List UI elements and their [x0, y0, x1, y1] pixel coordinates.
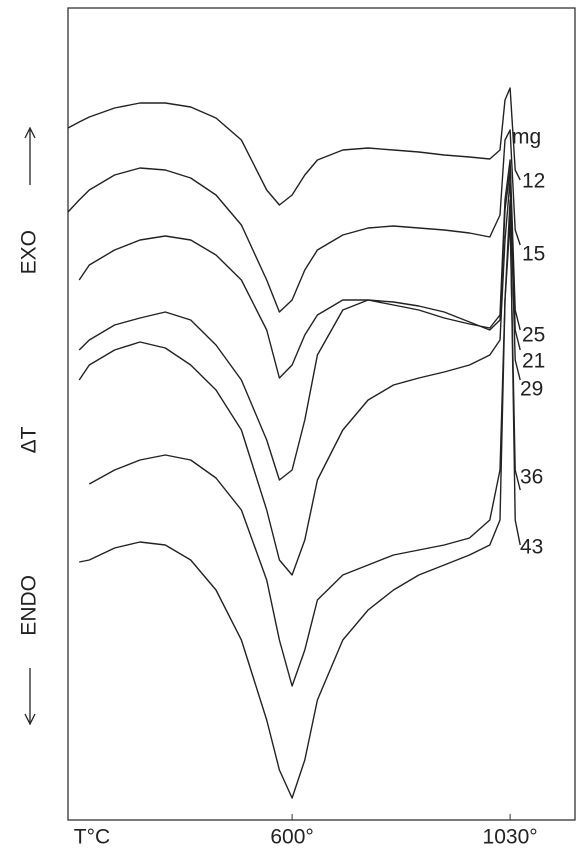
series-label: 25	[522, 324, 545, 347]
series-label: 43	[520, 536, 543, 559]
exo-arrow-head	[24, 126, 36, 139]
series-label: 21	[522, 350, 545, 373]
dta-curve	[79, 199, 521, 799]
series-label: 29	[520, 378, 543, 401]
dta-curve	[67, 129, 521, 313]
series-label: 12	[522, 170, 545, 193]
dta-curve	[78, 169, 521, 481]
endo-arrow-head	[24, 713, 36, 726]
dta-curve	[67, 87, 521, 206]
series-label: 36	[520, 466, 543, 489]
series-label: 15	[522, 243, 545, 266]
x-tick-label: 600°	[270, 826, 313, 849]
y-label-bottom: ENDO	[18, 575, 41, 636]
plot-frame	[67, 7, 576, 821]
y-label-top: EXO	[18, 230, 41, 274]
dta-curve	[78, 159, 521, 379]
x-tick-label: 1030°	[483, 826, 538, 849]
dta-curve	[78, 179, 521, 576]
y-axis-label: ΔT	[18, 426, 41, 453]
unit-label: mg	[512, 126, 541, 149]
x-axis-label: T°C	[74, 826, 110, 849]
dta-curve	[88, 219, 521, 687]
